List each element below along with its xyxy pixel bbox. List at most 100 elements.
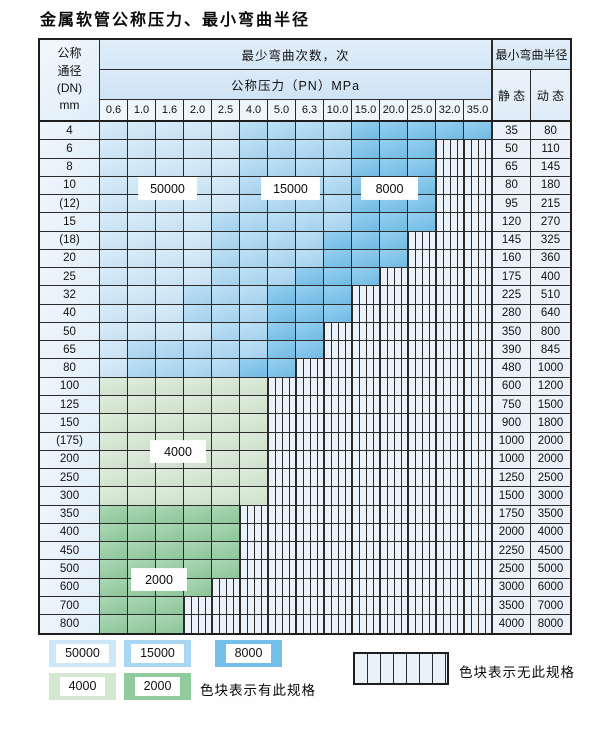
spec-cell: [212, 341, 240, 360]
spec-cell: [156, 395, 184, 415]
dynamic-radius-cell: 80: [531, 122, 570, 141]
spec-cell: [212, 469, 240, 488]
spec-cell: [268, 286, 296, 305]
no-spec-cell: [352, 322, 380, 342]
spec-cell: [128, 213, 156, 232]
static-radius-cell: 145: [492, 231, 531, 250]
spec-cell: [212, 560, 240, 579]
no-spec-cell: [436, 158, 464, 177]
dynamic-radius-cell: 7000: [531, 596, 570, 616]
dn-cell: 15: [40, 213, 100, 232]
dynamic-radius-cell: 270: [531, 213, 570, 232]
no-spec-cell: [464, 414, 492, 433]
spec-cell: [100, 249, 128, 269]
dn-cell: 125: [40, 395, 100, 415]
pn-tick-32.0: 32.0: [436, 100, 464, 120]
spec-cell: [184, 195, 212, 214]
spec-cell: [128, 341, 156, 360]
no-spec-cell: [464, 377, 492, 396]
no-spec-cell: [408, 231, 436, 250]
dn-cell: 8: [40, 158, 100, 177]
spec-cell: [212, 395, 240, 415]
spec-cell: [240, 213, 268, 232]
spec-cell: [436, 122, 464, 141]
no-spec-cell: [464, 322, 492, 342]
no-spec-cell: [464, 176, 492, 196]
spec-cell: [156, 322, 184, 342]
spec-cell: [212, 377, 240, 396]
spec-cell: [240, 249, 268, 269]
no-spec-cell: [324, 395, 352, 415]
no-spec-cell: [240, 615, 268, 634]
static-radius-cell: 1000: [492, 450, 531, 470]
static-radius-cell: 1500: [492, 487, 531, 506]
dynamic-radius-cell: 8000: [531, 615, 570, 634]
spec-cell: [184, 140, 212, 159]
no-spec-cell: [324, 450, 352, 470]
no-spec-cell: [436, 432, 464, 451]
static-radius-cell: 4000: [492, 615, 531, 634]
no-spec-cell: [436, 505, 464, 524]
legend-caption-has-spec: 色块表示有此规格: [200, 683, 316, 698]
spec-cell: [156, 231, 184, 250]
spec-cell: [240, 469, 268, 488]
no-spec-cell: [464, 249, 492, 269]
pn-tick-0.6: 0.6: [100, 100, 128, 120]
no-spec-cell: [436, 414, 464, 433]
spec-cell: [324, 268, 352, 287]
no-spec-cell: [436, 450, 464, 470]
pn-tick-4.0: 4.0: [240, 100, 268, 120]
no-spec-cell: [184, 615, 212, 634]
no-spec-cell: [436, 195, 464, 214]
dn-cell: 4: [40, 122, 100, 141]
no-spec-cell: [464, 432, 492, 451]
dn-cell: 20: [40, 249, 100, 269]
spec-cell: [100, 395, 128, 415]
dynamic-radius-cell: 145: [531, 158, 570, 177]
no-spec-cell: [352, 432, 380, 451]
dn-cell: 80: [40, 359, 100, 378]
spec-cell: [268, 322, 296, 342]
dynamic-radius-cell: 1500: [531, 395, 570, 415]
spec-cell: [184, 395, 212, 415]
pn-tick-10.0: 10.0: [324, 100, 352, 120]
spec-cell: [240, 176, 268, 196]
no-spec-cell: [380, 523, 408, 543]
static-radius-cell: 3000: [492, 578, 531, 597]
spec-cell: [128, 158, 156, 177]
spec-cell: [184, 560, 212, 579]
dn-cell: 350: [40, 505, 100, 524]
dynamic-radius-cell: 2000: [531, 450, 570, 470]
no-spec-cell: [464, 213, 492, 232]
no-spec-cell: [240, 578, 268, 597]
static-radius-cell: 3500: [492, 596, 531, 616]
static-radius-cell: 350: [492, 322, 531, 342]
spec-cell: [212, 487, 240, 506]
dynamic-radius-cell: 400: [531, 268, 570, 287]
dn-cell: 200: [40, 450, 100, 470]
static-radius-cell: 1250: [492, 469, 531, 488]
spec-cell: [212, 450, 240, 470]
no-spec-cell: [436, 140, 464, 159]
no-spec-cell: [268, 450, 296, 470]
dn-cell: 32: [40, 286, 100, 305]
no-spec-cell: [352, 596, 380, 616]
spec-cell: [296, 213, 324, 232]
dynamic-radius-cell: 4000: [531, 523, 570, 543]
spec-cell: [380, 158, 408, 177]
no-spec-cell: [408, 414, 436, 433]
legend-swatch-no-spec: [353, 652, 449, 685]
spec-cell: [352, 249, 380, 269]
spec-cell: [100, 140, 128, 159]
no-spec-cell: [212, 596, 240, 616]
spec-cell: [156, 158, 184, 177]
no-spec-cell: [324, 615, 352, 634]
no-spec-cell: [464, 140, 492, 159]
spec-cell: [240, 158, 268, 177]
no-spec-cell: [464, 469, 492, 488]
spec-cell: [408, 213, 436, 232]
no-spec-cell: [268, 377, 296, 396]
spec-cell: [296, 304, 324, 323]
no-spec-cell: [408, 377, 436, 396]
no-spec-cell: [268, 560, 296, 579]
